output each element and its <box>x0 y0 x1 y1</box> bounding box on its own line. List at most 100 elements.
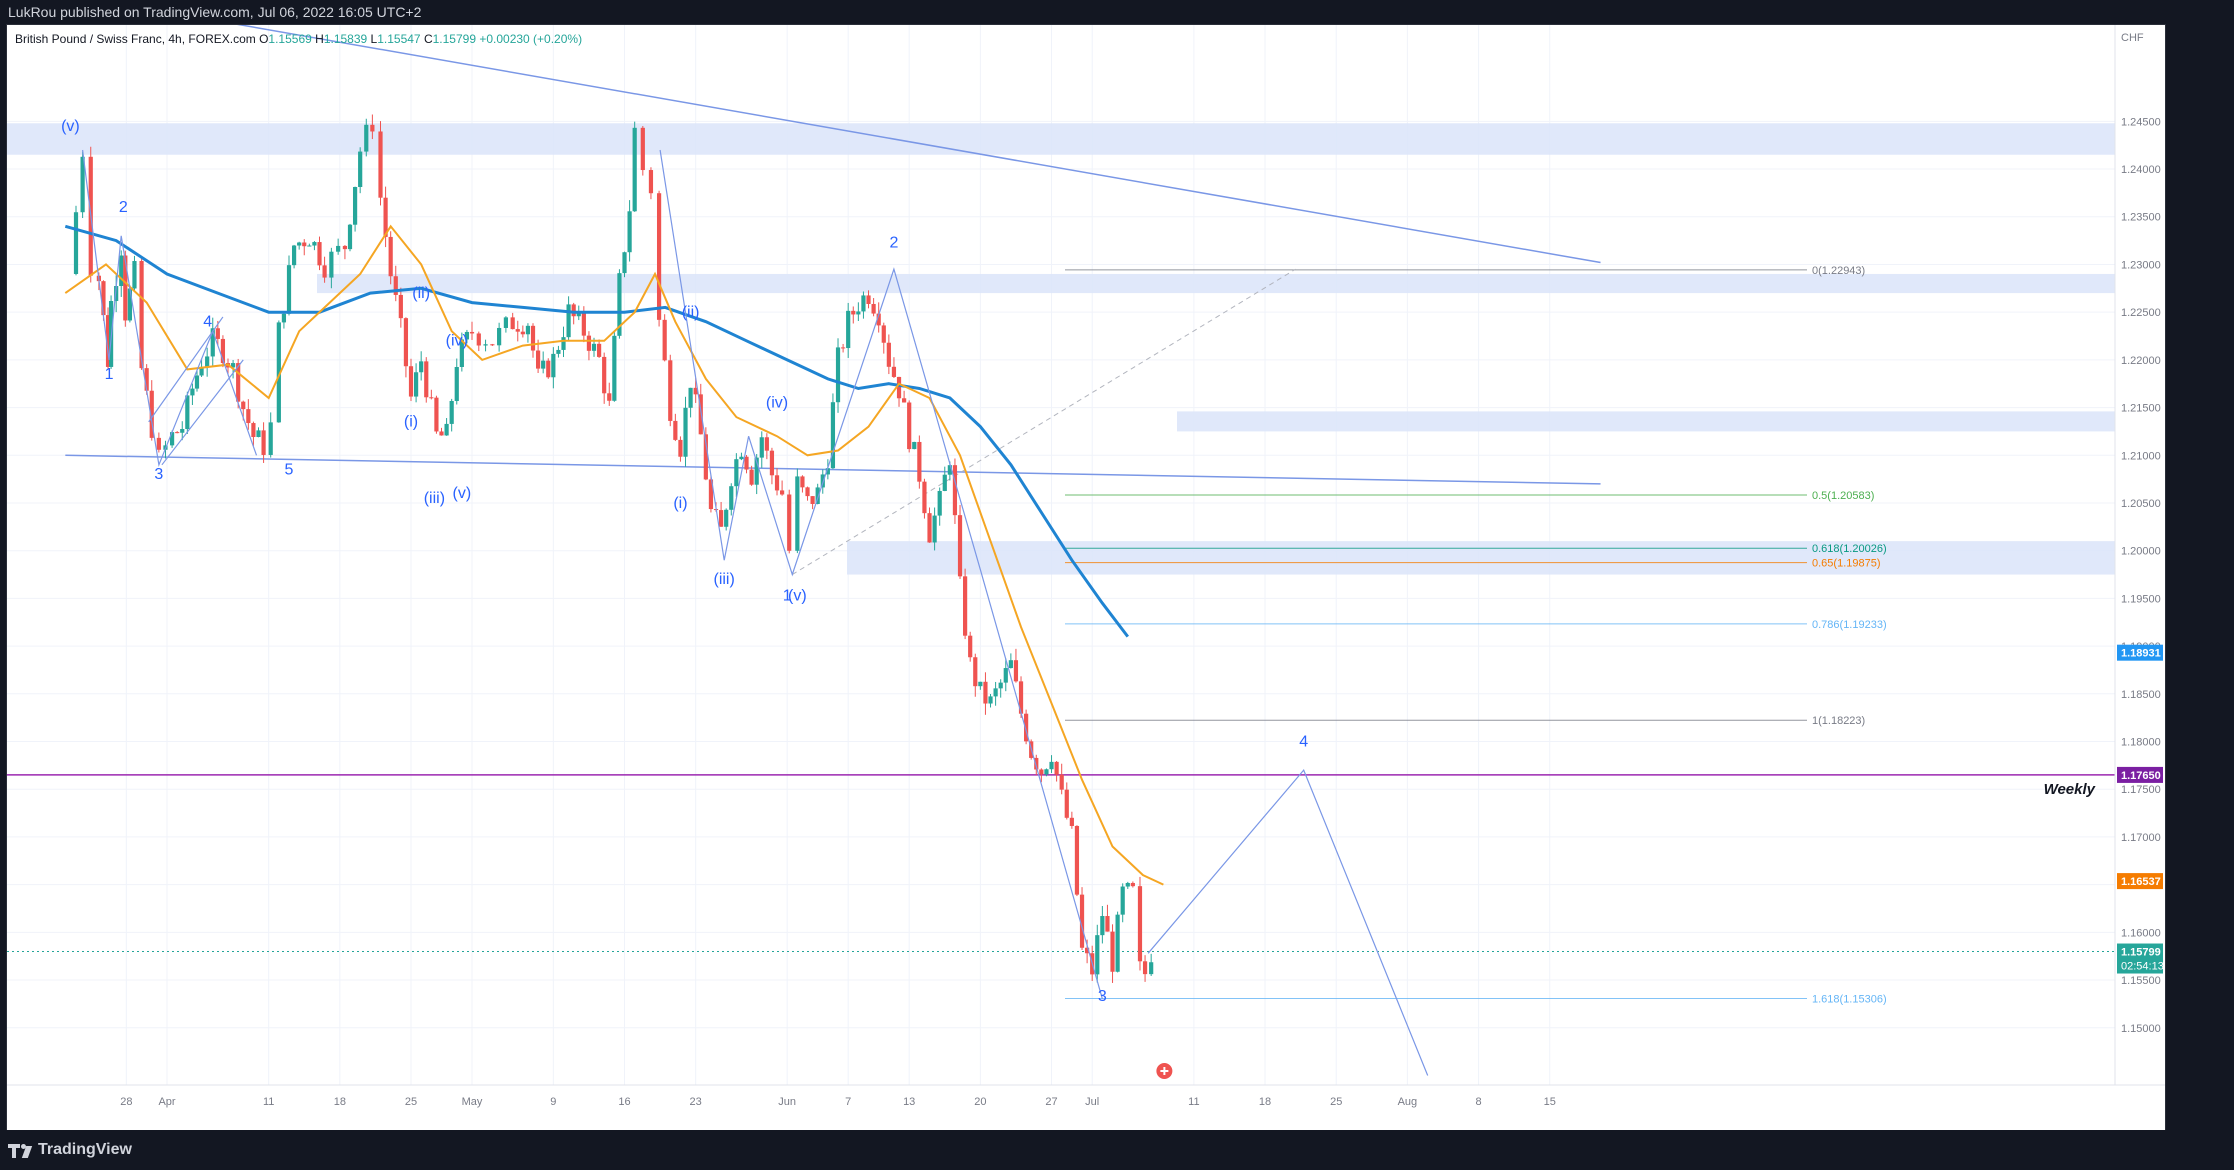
chart-panel[interactable]: 0(1.22943) 0.5(1.20583) 0.618(1.20026) 0.65… <box>6 24 2166 1132</box>
candle <box>1110 924 1115 983</box>
symbol-name: British Pound / Swiss Franc, 4h, FOREX.c… <box>15 32 259 46</box>
candle-body <box>241 401 246 410</box>
time-tick-label: 16 <box>618 1096 630 1108</box>
candle <box>937 487 942 526</box>
candle-body <box>220 338 226 364</box>
candle-body <box>787 494 792 551</box>
candle-body <box>329 251 334 278</box>
candle-body <box>881 325 886 343</box>
wave-label: (ii) <box>412 285 430 302</box>
candle <box>541 351 546 374</box>
candle-body <box>1008 660 1013 669</box>
candle-body <box>383 197 388 237</box>
candle <box>656 190 662 327</box>
candle <box>596 339 602 358</box>
candle-body <box>123 255 128 321</box>
candle-body <box>739 456 744 460</box>
candle <box>815 483 820 505</box>
price-zone <box>847 541 2115 575</box>
wave-label: (iii) <box>713 571 734 588</box>
currency-label: CHF <box>2121 32 2144 44</box>
candle-body <box>119 255 124 287</box>
candle <box>886 334 891 375</box>
high-label: H <box>315 32 324 46</box>
price-tick-label: 1.15000 <box>2121 1023 2161 1035</box>
candle <box>881 322 886 354</box>
candle-body <box>291 245 297 266</box>
candle <box>810 496 815 510</box>
candle <box>1003 658 1008 692</box>
candle-body <box>476 333 481 346</box>
wave-label: 4 <box>1299 733 1308 750</box>
price-tick-label: 1.16000 <box>2121 927 2161 939</box>
candle <box>922 478 927 519</box>
candle-body <box>1069 817 1074 826</box>
candle-body <box>541 360 546 369</box>
candle-body <box>851 310 856 315</box>
candle-body <box>312 242 317 246</box>
candle <box>693 378 698 403</box>
candle-body <box>1003 668 1008 683</box>
candle-body <box>302 242 307 247</box>
candle-body <box>1049 761 1054 770</box>
candle-body <box>105 315 111 367</box>
candle-body <box>571 304 576 317</box>
candle-body <box>149 390 154 438</box>
candle-body <box>805 487 810 497</box>
candle-body <box>876 313 881 326</box>
candle <box>419 351 424 381</box>
fib-level-label: 0.786(1.19233) <box>1812 619 1887 631</box>
candle <box>276 320 281 423</box>
candle <box>80 151 85 219</box>
candle-body <box>268 422 273 455</box>
candle <box>317 236 322 271</box>
candle-body <box>973 657 978 687</box>
candle-body <box>729 486 734 510</box>
candle-body <box>413 372 419 397</box>
candle-body <box>744 456 749 470</box>
candle-body <box>454 367 459 401</box>
candle-body <box>434 397 439 432</box>
candle <box>627 200 632 262</box>
candle-body <box>403 318 409 367</box>
candle-body <box>576 312 581 317</box>
candle <box>932 507 937 551</box>
candle <box>787 489 792 554</box>
candle <box>780 480 785 496</box>
wave-label: 3 <box>1098 988 1107 1005</box>
price-tick-label: 1.18500 <box>2121 689 2161 701</box>
candle-body <box>937 490 942 516</box>
candle-body <box>530 325 536 351</box>
candle <box>856 302 861 322</box>
candle-body <box>551 353 556 378</box>
candle-body <box>398 294 403 319</box>
candle-body <box>662 319 667 361</box>
candle <box>1059 763 1064 795</box>
price-chart[interactable]: 0(1.22943) 0.5(1.20583) 0.618(1.20026) 0.65… <box>7 25 2165 1131</box>
candle <box>535 339 541 373</box>
candle-body <box>627 211 632 253</box>
candle-body <box>483 344 488 346</box>
candle-body <box>581 312 586 336</box>
candle <box>759 431 764 468</box>
candle <box>378 121 383 206</box>
time-tick-label: 11 <box>1188 1096 1199 1108</box>
candle-body <box>132 261 137 289</box>
candle <box>1054 760 1059 782</box>
candle <box>434 395 439 434</box>
time-tick-label: 13 <box>903 1096 915 1108</box>
wave-label: (v) <box>453 485 472 502</box>
price-tick-label: 1.20000 <box>2121 546 2161 558</box>
time-tick-label: 25 <box>405 1096 417 1108</box>
candle-body <box>1142 961 1148 975</box>
change-value: +0.00230 (+0.20%) <box>479 32 582 46</box>
price-axis-badge <box>2117 943 2163 974</box>
price-tick-label: 1.15500 <box>2121 975 2161 987</box>
time-axis: 28 Apr 11 18 25 May 9 16 23 Jun 7 13 20 27 Jul 11 18 25 Au… <box>7 1084 2165 1131</box>
candle-body <box>378 131 383 198</box>
candle-body <box>896 376 902 399</box>
candle <box>719 501 724 527</box>
tradingview-logo[interactable]: TradingView <box>8 1141 132 1159</box>
candle <box>220 335 226 368</box>
wave-label: (iii) <box>424 490 445 507</box>
